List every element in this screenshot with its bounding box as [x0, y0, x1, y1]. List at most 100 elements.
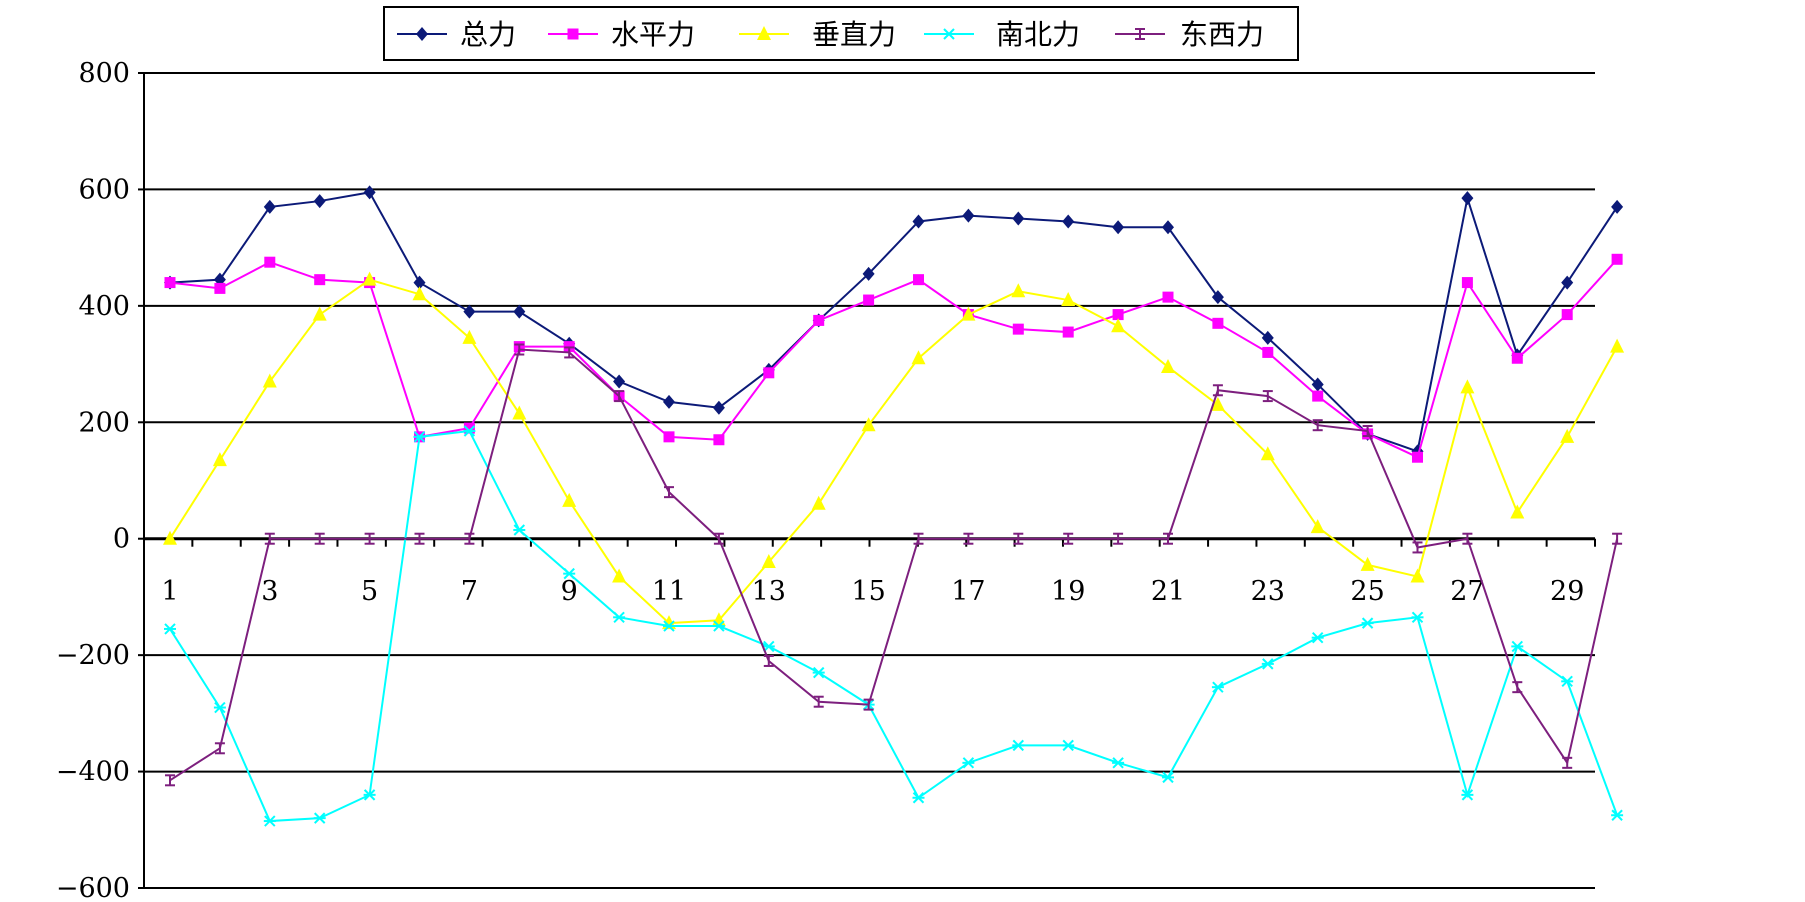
data-point [813, 695, 824, 708]
data-point [1012, 739, 1025, 752]
data-point [1412, 451, 1423, 463]
data-point [313, 812, 326, 824]
data-point [1161, 358, 1175, 373]
y-tick-label: 0 [113, 524, 130, 555]
y-tick-label: 400 [78, 291, 130, 322]
data-point [1112, 757, 1125, 769]
legend-item: 垂直力 [739, 18, 896, 51]
legend-item: 东西力 [1115, 18, 1264, 51]
legend-label: 水平力 [611, 18, 695, 51]
data-point [262, 373, 277, 388]
legend-item: 南北力 [924, 18, 1080, 51]
data-point [713, 532, 724, 545]
data-point [413, 275, 426, 290]
data-point [263, 199, 276, 214]
data-point [1562, 756, 1573, 769]
data-point [1163, 532, 1173, 545]
data-point [414, 532, 425, 545]
y-tick-label: 800 [78, 58, 130, 89]
y-axis-tick-labels: 800 600 400 200 0 −200 −400 −600 [56, 58, 130, 902]
data-point [961, 306, 976, 321]
x-tick-label: 11 [652, 576, 686, 607]
data-point [811, 495, 826, 510]
data-point [564, 346, 575, 359]
data-point [512, 405, 527, 420]
data-point [1135, 28, 1145, 40]
data-point [663, 620, 675, 632]
data-point [861, 417, 876, 432]
data-point [614, 390, 625, 403]
series-line [169, 278, 1618, 625]
data-point [1012, 211, 1025, 226]
x-tick-label: 29 [1550, 576, 1584, 607]
series-line [169, 429, 1619, 823]
data-point [412, 286, 427, 301]
x-tick-label: 15 [851, 576, 885, 607]
data-point [1312, 390, 1324, 402]
data-point [1512, 681, 1523, 694]
series-line [169, 258, 1618, 459]
x-tick-label: 19 [1051, 576, 1085, 607]
data-point [1412, 541, 1423, 554]
data-point [1013, 532, 1024, 545]
series-4 [164, 425, 1624, 827]
data-point [1162, 291, 1174, 303]
x-tick-label: 7 [461, 576, 478, 607]
data-point [1612, 532, 1623, 545]
data-point [1210, 396, 1225, 411]
data-point [413, 431, 426, 443]
legend: 总力 水平力 垂直力 南北力 东西力 [383, 6, 1299, 61]
data-point [1311, 631, 1324, 644]
data-point [1211, 290, 1224, 305]
data-point [1260, 446, 1275, 461]
data-point [1211, 681, 1224, 693]
data-point [761, 554, 776, 568]
data-point [163, 530, 177, 545]
data-point [613, 374, 626, 389]
data-point [1062, 214, 1075, 229]
legend-label: 南北力 [996, 18, 1080, 51]
data-point [562, 492, 577, 507]
data-point [264, 256, 276, 268]
y-tick-label: −600 [56, 873, 130, 902]
legend-label: 垂直力 [812, 18, 896, 51]
data-point [713, 434, 725, 446]
x-tick-label: 21 [1151, 576, 1185, 607]
data-point [1561, 275, 1574, 290]
y-tick-label: 600 [78, 174, 130, 205]
data-point [1461, 277, 1473, 289]
series-line [169, 191, 1618, 453]
data-point [1362, 425, 1373, 438]
data-point [463, 422, 475, 434]
data-point [1462, 532, 1473, 545]
series-5 [165, 343, 1623, 787]
x-tick-label: 13 [752, 576, 786, 607]
data-point [1112, 309, 1124, 321]
data-point [1461, 191, 1474, 206]
data-point [1411, 611, 1424, 624]
data-point [462, 329, 477, 344]
x-tick-label: 3 [261, 576, 278, 607]
data-point [1162, 220, 1174, 235]
data-point [1310, 519, 1325, 534]
data-point [943, 28, 955, 40]
y-tick-label: −200 [56, 640, 130, 671]
data-point [912, 214, 925, 229]
x-tick-label: 17 [951, 576, 985, 607]
data-point [863, 294, 875, 306]
x-tick-label: 9 [561, 576, 578, 607]
data-point [314, 274, 326, 286]
data-point [1212, 317, 1224, 329]
data-point [165, 774, 175, 787]
data-point [862, 266, 875, 281]
data-point [763, 654, 774, 667]
y-tick-label: 200 [78, 407, 130, 438]
data-point [263, 815, 276, 827]
data-point [912, 792, 925, 804]
data-point [416, 27, 428, 41]
data-point [1511, 640, 1524, 653]
grid-lines [144, 72, 1595, 889]
data-point [1011, 283, 1026, 298]
data-point [1311, 377, 1324, 392]
data-point [1360, 556, 1375, 571]
